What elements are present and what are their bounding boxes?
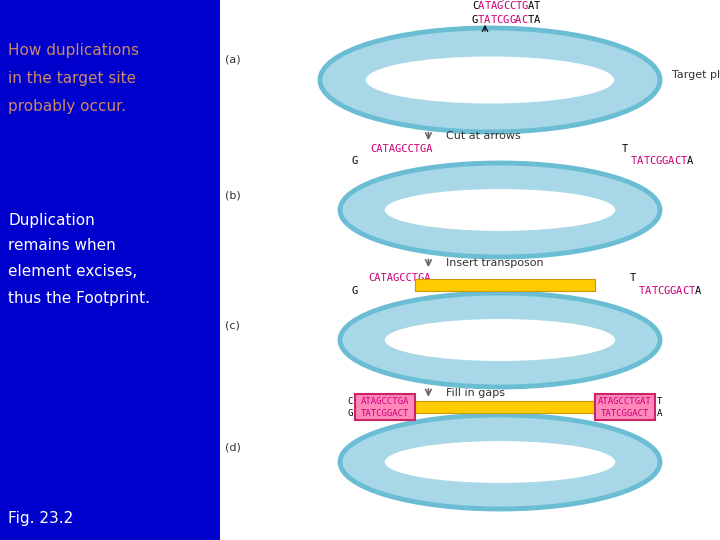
Ellipse shape	[384, 319, 615, 361]
Text: remains when: remains when	[8, 239, 116, 253]
Text: Fig. 23.2: Fig. 23.2	[8, 510, 73, 525]
Text: T: T	[622, 144, 628, 154]
Text: A: A	[516, 15, 521, 25]
Text: G: G	[348, 408, 353, 417]
Text: T: T	[631, 156, 637, 166]
Text: A: A	[645, 286, 652, 296]
Ellipse shape	[366, 57, 614, 104]
Text: A: A	[695, 286, 701, 296]
Text: A: A	[657, 408, 662, 417]
Text: C: C	[683, 286, 688, 296]
Bar	[415, 279, 595, 291]
Text: T: T	[485, 1, 490, 11]
Text: T: T	[639, 286, 645, 296]
Text: Duplication: Duplication	[8, 213, 95, 227]
Text: probably occur.: probably occur.	[8, 98, 126, 113]
Text: C: C	[497, 15, 503, 25]
Text: T: T	[490, 15, 497, 25]
Text: Fill in gaps: Fill in gaps	[446, 388, 505, 398]
Text: (d): (d)	[225, 442, 241, 452]
Text: G: G	[472, 15, 478, 25]
Bar	[220, 0, 720, 540]
Text: G: G	[656, 156, 662, 166]
Text: C: C	[521, 15, 528, 25]
Text: (c): (c)	[225, 320, 240, 330]
Text: A: A	[687, 156, 693, 166]
Text: T: T	[643, 156, 649, 166]
Text: G: G	[521, 1, 528, 11]
Text: in the target site: in the target site	[8, 71, 136, 85]
Text: T: T	[652, 286, 657, 296]
Text: How duplications: How duplications	[8, 43, 139, 57]
Text: A: A	[490, 1, 497, 11]
Bar	[595, 394, 655, 420]
Text: C: C	[348, 396, 353, 406]
Text: G: G	[662, 156, 668, 166]
Text: T: T	[528, 15, 534, 25]
Text: T: T	[534, 1, 540, 11]
Text: G: G	[497, 1, 503, 11]
Text: C: C	[472, 1, 478, 11]
Ellipse shape	[340, 163, 660, 257]
Ellipse shape	[320, 28, 660, 132]
Text: (a): (a)	[225, 55, 240, 65]
Text: T: T	[478, 15, 485, 25]
Text: T: T	[516, 1, 521, 11]
Text: C: C	[509, 1, 516, 11]
Text: G: G	[352, 286, 359, 296]
Text: G: G	[352, 156, 359, 166]
Text: C: C	[657, 286, 664, 296]
Ellipse shape	[384, 189, 615, 231]
Text: TATCGGACT: TATCGGACT	[600, 408, 649, 417]
Text: A: A	[528, 1, 534, 11]
Text: A: A	[485, 15, 490, 25]
Text: A: A	[676, 286, 683, 296]
Text: ATAGCCTGAT: ATAGCCTGAT	[598, 396, 652, 406]
Text: G: G	[509, 15, 516, 25]
Ellipse shape	[340, 415, 660, 509]
Text: CATAGCCTGA: CATAGCCTGA	[370, 144, 433, 154]
Text: CATAGCCTGA: CATAGCCTGA	[368, 273, 431, 283]
Text: C: C	[674, 156, 680, 166]
Text: Insert transposon: Insert transposon	[446, 258, 544, 268]
Text: T: T	[688, 286, 695, 296]
Text: Cut at arrows: Cut at arrows	[446, 131, 521, 141]
Text: G: G	[670, 286, 676, 296]
Ellipse shape	[340, 293, 660, 387]
Text: thus the Footprint.: thus the Footprint.	[8, 291, 150, 306]
Text: G: G	[664, 286, 670, 296]
Text: Target plasmid: Target plasmid	[672, 70, 720, 80]
Text: A: A	[478, 1, 485, 11]
Text: T: T	[630, 273, 636, 283]
Text: T: T	[657, 396, 662, 406]
Ellipse shape	[384, 441, 615, 483]
Text: TATCGGACT: TATCGGACT	[361, 408, 409, 417]
Text: ATAGCCTGA: ATAGCCTGA	[361, 396, 409, 406]
Text: G: G	[503, 15, 509, 25]
Text: A: A	[534, 15, 540, 25]
Bar	[415, 401, 595, 413]
Bar	[355, 394, 415, 420]
Text: T: T	[680, 156, 687, 166]
Text: A: A	[668, 156, 675, 166]
Text: C: C	[503, 1, 509, 11]
Text: (b): (b)	[225, 190, 240, 200]
Text: element excises,: element excises,	[8, 265, 138, 280]
Text: C: C	[649, 156, 656, 166]
Text: A: A	[637, 156, 644, 166]
